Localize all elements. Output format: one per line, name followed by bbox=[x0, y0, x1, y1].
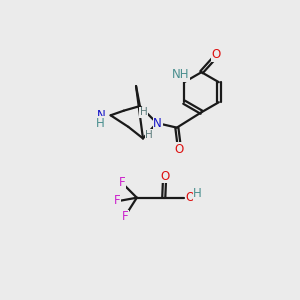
Text: F: F bbox=[119, 176, 125, 189]
Text: O: O bbox=[175, 143, 184, 156]
Text: NH: NH bbox=[172, 68, 189, 81]
Text: H: H bbox=[95, 116, 104, 130]
Text: F: F bbox=[114, 194, 121, 207]
Text: H: H bbox=[140, 107, 148, 117]
Text: O: O bbox=[185, 191, 195, 204]
Text: O: O bbox=[160, 169, 169, 183]
Text: F: F bbox=[122, 211, 129, 224]
Text: H: H bbox=[145, 130, 153, 140]
Text: O: O bbox=[212, 48, 221, 61]
Text: H: H bbox=[193, 187, 202, 200]
Text: N: N bbox=[153, 116, 162, 130]
Text: N: N bbox=[97, 109, 105, 122]
